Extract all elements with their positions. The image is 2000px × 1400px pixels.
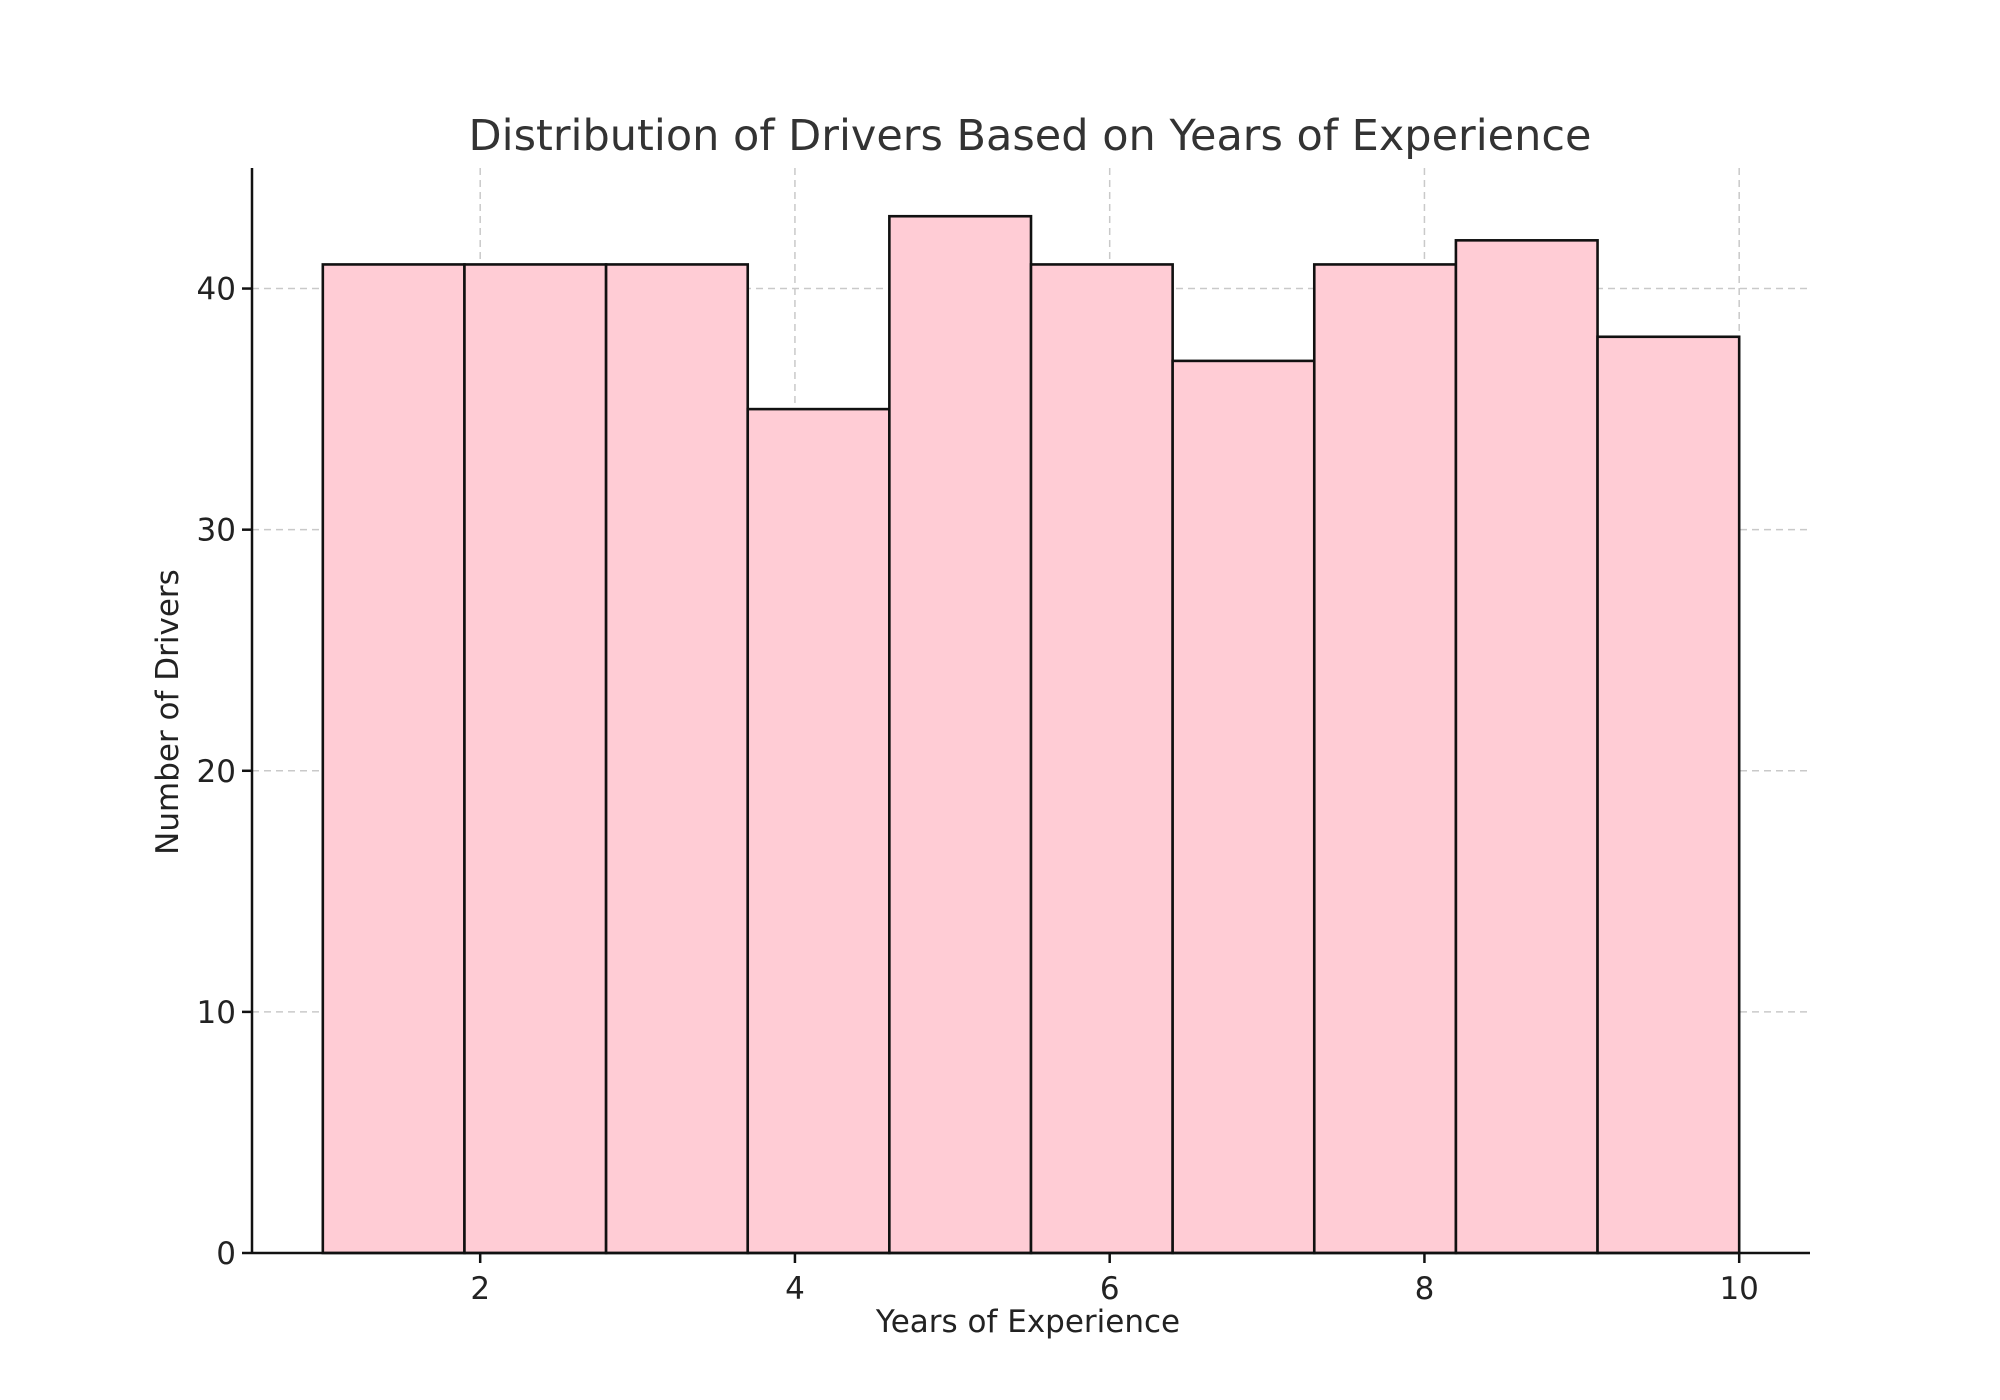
y-tick-label-20: 20 bbox=[197, 754, 236, 790]
y-tick-label-0: 0 bbox=[216, 1236, 236, 1272]
histogram-bar-2 bbox=[463, 263, 608, 1255]
histogram-bar-9 bbox=[1454, 239, 1599, 1255]
x-axis-label: Years of Experience bbox=[875, 1304, 1180, 1340]
histogram-bar-5 bbox=[888, 214, 1033, 1255]
y-axis-label: Number of Drivers bbox=[150, 569, 186, 855]
y-tick-label-10: 10 bbox=[197, 995, 236, 1031]
x-tick-label-4: 4 bbox=[785, 1271, 805, 1307]
y-tick-label-30: 30 bbox=[197, 513, 236, 549]
histogram-bar-6 bbox=[1029, 263, 1174, 1255]
tick-labels: 2 4 6 8 10 0 10 20 30 40 bbox=[197, 272, 1759, 1307]
histogram-bar-10 bbox=[1596, 335, 1741, 1255]
x-tick-label-6: 6 bbox=[1100, 1271, 1120, 1307]
axes bbox=[242, 168, 1810, 1263]
histogram-bar-4 bbox=[746, 407, 891, 1255]
y-tick-label-40: 40 bbox=[197, 272, 236, 308]
chart-title: Distribution of Drivers Based on Years o… bbox=[469, 111, 1592, 161]
x-tick-label-2: 2 bbox=[470, 1271, 490, 1307]
histogram-bar-8 bbox=[1312, 263, 1458, 1255]
x-tick-label-10: 10 bbox=[1719, 1271, 1758, 1307]
histogram-bar-1 bbox=[321, 263, 466, 1255]
histogram-bars bbox=[321, 214, 1741, 1255]
x-tick-label-8: 8 bbox=[1415, 1271, 1435, 1307]
histogram-bar-7 bbox=[1171, 359, 1316, 1255]
histogram-bar-3 bbox=[604, 263, 750, 1255]
